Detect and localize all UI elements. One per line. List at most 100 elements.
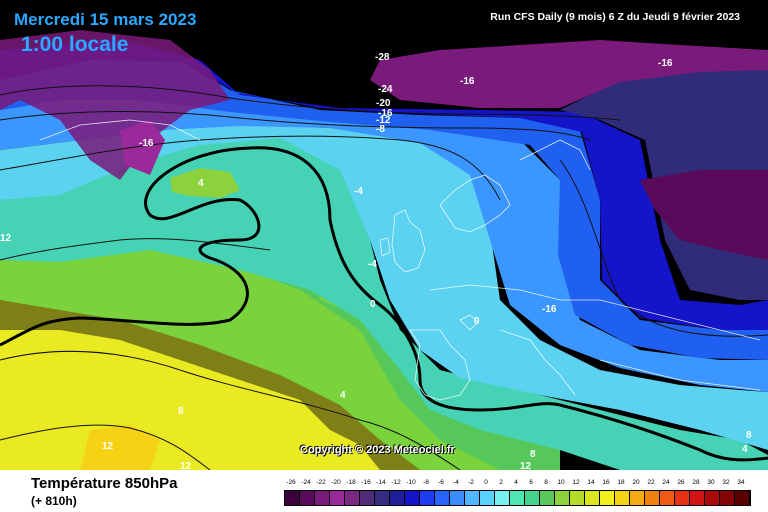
contour-value-label: -4 [368,259,377,270]
shade-aqua [0,130,768,470]
legend-tick: 8 [544,479,548,486]
legend-swatch [360,491,375,505]
legend-swatch [330,491,345,505]
shade-purple [370,40,768,108]
legend-swatch [495,491,510,505]
legend-tick: 4 [514,479,518,486]
legend-swatch [345,491,360,505]
legend-swatch [645,491,660,505]
legend-swatch [525,491,540,505]
legend-swatch [405,491,420,505]
contour-value-label: -16 [378,108,393,119]
contour-8 [0,350,461,470]
legend-swatch [600,491,615,505]
legend-tick: 0 [484,479,488,486]
legend-tick: 12 [572,479,580,486]
legend-tick: 30 [707,479,715,486]
contour-value-label: 0 [474,316,480,327]
legend-footer: Température 850hPa (+ 810h) -26 -24 -22 -20… [0,470,768,512]
legend-swatch [480,491,495,505]
legend-tick: -24 [301,479,311,486]
shade-cyan [0,125,768,450]
shade-green-blob [170,168,240,198]
contour-minus-4 [0,135,501,201]
contour-value-label: 12 [102,441,114,452]
contour-value-label: -16 [542,304,557,315]
legend-tick: 10 [557,479,565,486]
legend-swatch [675,491,690,505]
contour-minus-8 [0,111,591,141]
forecast-lead-time: (+ 810h) [31,494,77,508]
legend-tick: -20 [331,479,341,486]
zero-isotherm [0,146,768,462]
legend-tick: 18 [617,479,625,486]
legend-tick: 32 [722,479,730,486]
temperature-map [0,30,768,470]
legend-tick: -16 [361,479,371,486]
legend-color-bar [284,490,751,506]
contour-value-label: 12 [180,461,192,472]
legend-swatch [660,491,675,505]
contour-value-label: -4 [354,186,363,197]
shade-orange-pocket [80,425,160,470]
legend-tick: -18 [346,479,356,486]
contour-value-label: 4 [742,444,748,455]
legend-swatch [690,491,705,505]
contour-value-label: 0 [370,299,376,310]
shade-greenland-core [120,120,165,175]
shade-purple-greenland [0,30,230,180]
legend-swatch [435,491,450,505]
contour-value-label: -20 [376,98,391,109]
legend-swatch [375,491,390,505]
legend-swatch [540,491,555,505]
legend-swatch [450,491,465,505]
contour-12 [0,424,211,470]
legend-swatch [510,491,525,505]
legend-swatch [555,491,570,505]
legend-swatch [465,491,480,505]
legend-tick: 16 [602,479,610,486]
contour-value-label: -16 [658,58,673,69]
legend-tick: 22 [647,479,655,486]
legend-tick: -26 [286,479,296,486]
legend-tick: 2 [499,479,503,486]
contour-minus-16 [559,159,768,337]
legend-swatch [300,491,315,505]
forecast-time: 1:00 locale [21,33,129,56]
copyright-notice: Copyright © 2023 Meteociel.fr [300,444,455,456]
legend-swatch [315,491,330,505]
model-run-info: Run CFS Daily (9 mois) 6 Z du Jeudi 9 fé… [490,11,740,23]
legend-tick: 14 [587,479,595,486]
shade-purple-east [640,170,768,260]
contour-value-label: 8 [530,449,536,460]
contour-value-label: 12 [520,461,532,472]
contour-value-label: 4 [198,178,204,189]
legend-tick: 20 [632,479,640,486]
contour-value-label: -16 [139,138,154,149]
legend-tick: -6 [438,479,444,486]
contour-value-label: -12 [376,115,391,126]
legend-swatch [420,491,435,505]
contour-value-label: -24 [378,84,393,95]
legend-tick: -14 [376,479,386,486]
legend-tick: -10 [406,479,416,486]
contour-value-label: 8 [178,406,184,417]
shade-light-blue [0,100,768,392]
variable-name: Température 850hPa [31,475,178,492]
legend-swatch [390,491,405,505]
legend-tick: 26 [677,479,685,486]
legend-swatch [720,491,735,505]
legend-tick: 28 [692,479,700,486]
contour-value-label: 8 [746,430,752,441]
legend-tick: -12 [391,479,401,486]
contour-value-label: 12 [0,233,12,244]
contour-value-label: -8 [376,124,385,135]
legend-swatch [630,491,645,505]
contour-value-label: -28 [375,52,390,63]
legend-tick: -22 [316,479,326,486]
coastlines [39,119,761,401]
legend-tick: 24 [662,479,670,486]
legend-swatch [585,491,600,505]
legend-tick: -8 [423,479,429,486]
